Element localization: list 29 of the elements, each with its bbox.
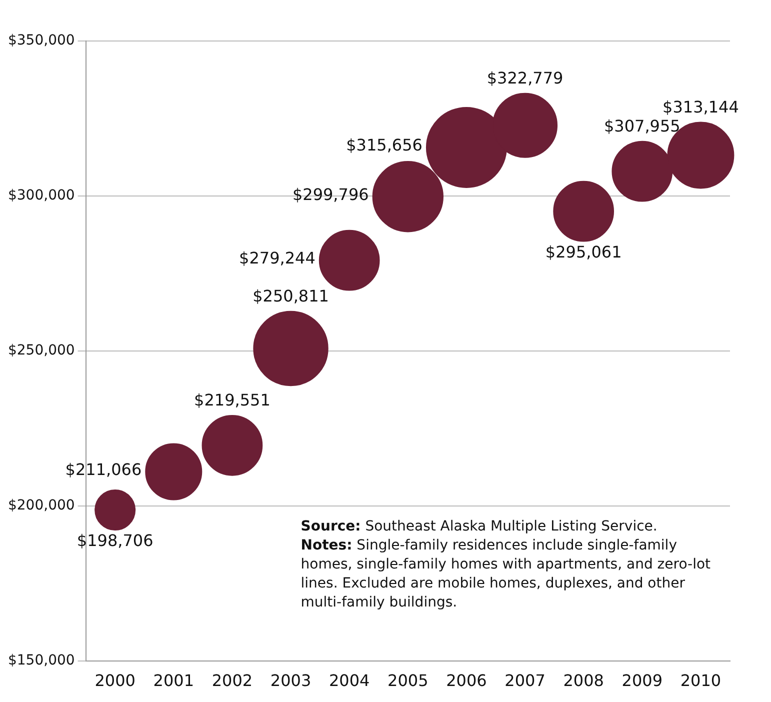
x-tick-label: 2010 bbox=[680, 670, 722, 690]
y-tick-label: $150,000 bbox=[8, 652, 75, 669]
x-tick-label: 2003 bbox=[270, 670, 312, 690]
x-tick-label: 2009 bbox=[622, 670, 663, 690]
data-label: $211,066 bbox=[65, 460, 142, 479]
text: Notes: Single-family residences include single-family homes, single-family homes with apartments, and zero-lot lines. Excluded are mobile homes, duplexes, and other multi-family buildings. bbox=[300, 538, 711, 611]
annotation: Source: Southeast Alaska Multiple Listing Service. bbox=[300, 518, 658, 535]
x-tick-label: 2005 bbox=[388, 670, 428, 690]
x-tick-label: 2002 bbox=[212, 670, 253, 690]
data-label: $313,144 bbox=[662, 97, 739, 116]
data-label: $198,706 bbox=[76, 531, 154, 550]
x-tick-label: 2006 bbox=[446, 670, 487, 690]
data-label: $307,955 bbox=[604, 116, 680, 136]
y-tick-label: $300,000 bbox=[8, 188, 75, 204]
x-tick-label: 2008 bbox=[563, 670, 604, 690]
x-tick-label: 2000 bbox=[94, 670, 136, 690]
data-label: $315,656 bbox=[346, 136, 422, 155]
data-label: $219,551 bbox=[194, 390, 270, 410]
x-tick-label: 2007 bbox=[504, 670, 546, 690]
y-tick-label: $250,000 bbox=[8, 342, 75, 359]
data-label: $322,779 bbox=[486, 68, 564, 88]
data-label: $279,244 bbox=[239, 248, 316, 268]
y-tick-label: $200,000 bbox=[8, 498, 75, 514]
data-label: $250,811 bbox=[252, 286, 329, 306]
x-tick-label: 2001 bbox=[153, 670, 194, 690]
x-tick-label: 2004 bbox=[328, 670, 370, 690]
data-label: $299,796 bbox=[292, 184, 369, 204]
y-tick-label: $350,000 bbox=[8, 32, 75, 49]
data-label: $295,061 bbox=[545, 242, 622, 262]
